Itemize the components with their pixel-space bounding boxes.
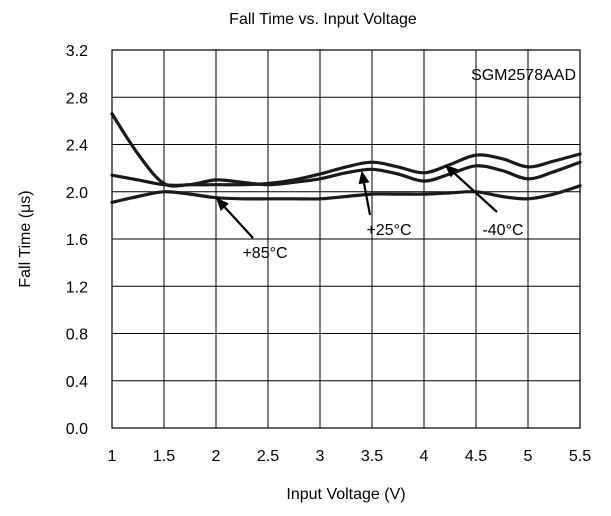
y-tick-label: 2.8	[66, 90, 88, 107]
tick-labels: 1 1.5 2 2.5 3 3.5 4 4.5 5 5.5 0.0 0.4 0.8 1.2 1.6 2.0 2.…	[66, 43, 591, 465]
annotation-label: +25°C	[366, 222, 411, 239]
y-tick-label: 0.4	[66, 374, 88, 391]
plot-frame	[111, 49, 581, 429]
x-axis-label: Input Voltage (V)	[286, 486, 405, 503]
x-tick-label: 2.5	[257, 448, 279, 465]
y-tick-label: 3.2	[66, 43, 88, 60]
annotation-label: -40°C	[482, 222, 523, 239]
x-tick-label: 3	[316, 448, 325, 465]
x-tick-label: 5.5	[569, 448, 591, 465]
series-line-1	[110, 160, 582, 187]
x-tick-label: 1.5	[153, 448, 175, 465]
series-line-2	[110, 184, 582, 204]
y-tick-label: 2.0	[66, 185, 88, 202]
annotation-arrowhead	[358, 170, 370, 185]
y-tick-label: 1.2	[66, 279, 88, 296]
x-tick-label: 1	[108, 448, 117, 465]
grid-lines	[112, 50, 580, 428]
annotation-arrow	[453, 172, 498, 213]
annotation-arrowhead	[444, 164, 459, 178]
annotation-arrow	[362, 183, 372, 216]
device-label: SGM2578AAD	[471, 67, 576, 84]
x-tick-label: 4	[420, 448, 429, 465]
chart-title: Fall Time vs. Input Voltage	[229, 11, 417, 28]
x-tick-label: 2	[212, 448, 221, 465]
x-tick-label: 3.5	[361, 448, 383, 465]
x-tick-label: 5	[524, 448, 533, 465]
annotations: +85°C +25°C -40°C	[216, 164, 524, 262]
y-tick-label: 0.0	[66, 421, 88, 438]
annotation-label: +85°C	[242, 245, 287, 262]
series-lines	[110, 112, 582, 204]
annotation-arrowhead	[216, 197, 229, 211]
x-tick-label: 4.5	[465, 448, 487, 465]
y-axis-label: Fall Time (μs)	[17, 190, 34, 287]
y-tick-label: 2.4	[66, 138, 88, 155]
series-line-0	[110, 112, 582, 188]
y-tick-label: 1.6	[66, 232, 88, 249]
annotation-arrow	[223, 206, 254, 239]
y-tick-label: 0.8	[66, 327, 88, 344]
